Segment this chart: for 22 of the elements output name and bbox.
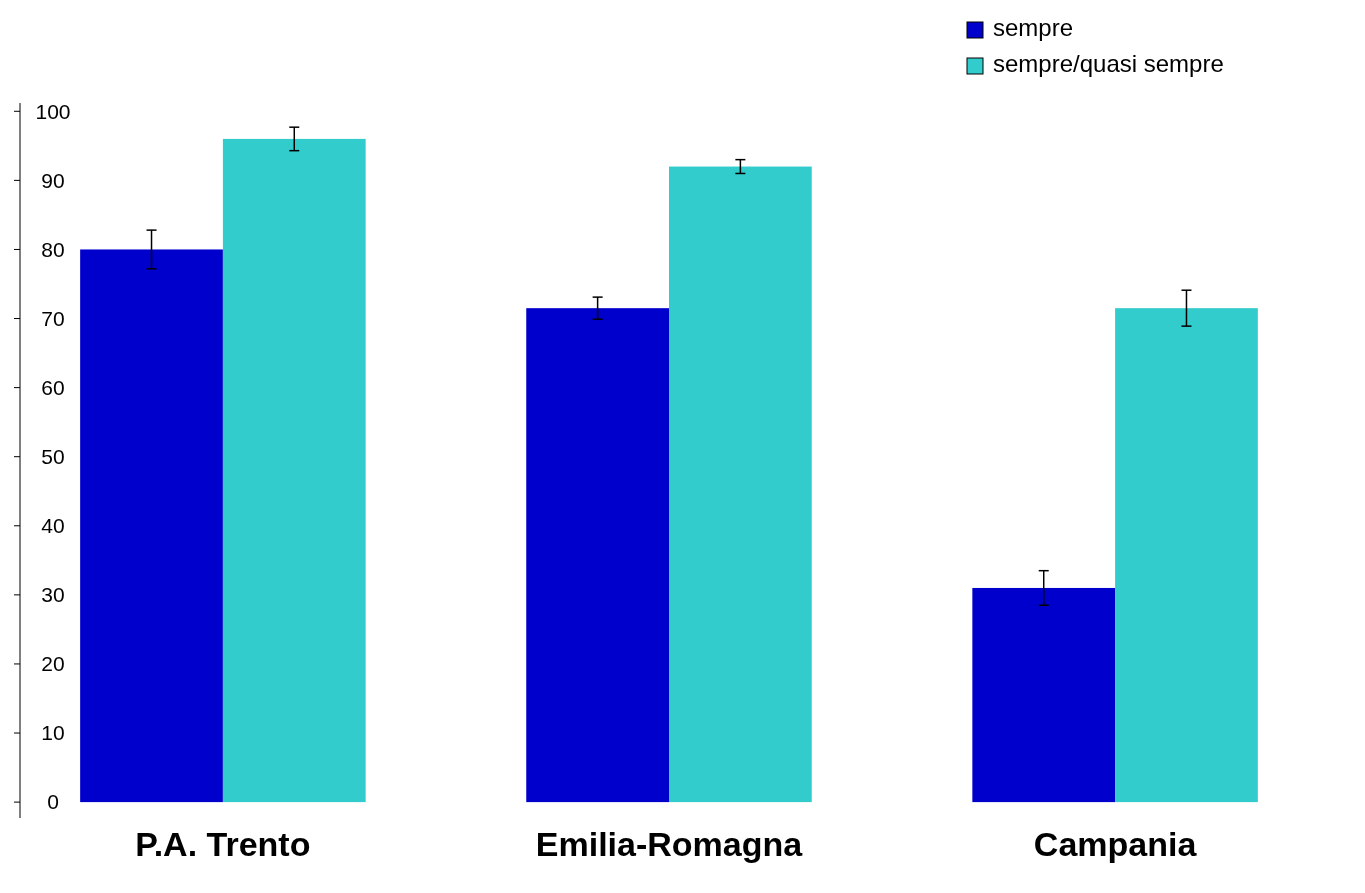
y-tick-label: 30 [41, 583, 65, 607]
bar [526, 308, 669, 803]
y-tick-label: 60 [41, 375, 65, 399]
x-tick-label: Campania [1033, 825, 1198, 863]
x-tick-label: P.A. Trento [135, 825, 311, 863]
legend-label: sempre/quasi sempre [993, 50, 1224, 78]
y-tick-label: 100 [35, 99, 71, 123]
legend-label: sempre [993, 14, 1074, 42]
bar [972, 587, 1116, 803]
y-tick-label: 50 [41, 445, 65, 469]
y-tick-label: 80 [41, 237, 65, 261]
y-tick-label: 0 [47, 790, 59, 814]
bar [222, 138, 366, 803]
bar [80, 249, 223, 803]
y-tick-label: 20 [41, 652, 65, 676]
y-tick-label: 90 [41, 168, 65, 192]
y-tick-label: 70 [41, 306, 65, 330]
y-tick-label: 10 [41, 721, 65, 745]
y-tick-label: 40 [41, 514, 65, 538]
bar [669, 166, 812, 803]
bar [1115, 308, 1258, 803]
x-tick-label: Emilia-Romagna [535, 825, 804, 863]
